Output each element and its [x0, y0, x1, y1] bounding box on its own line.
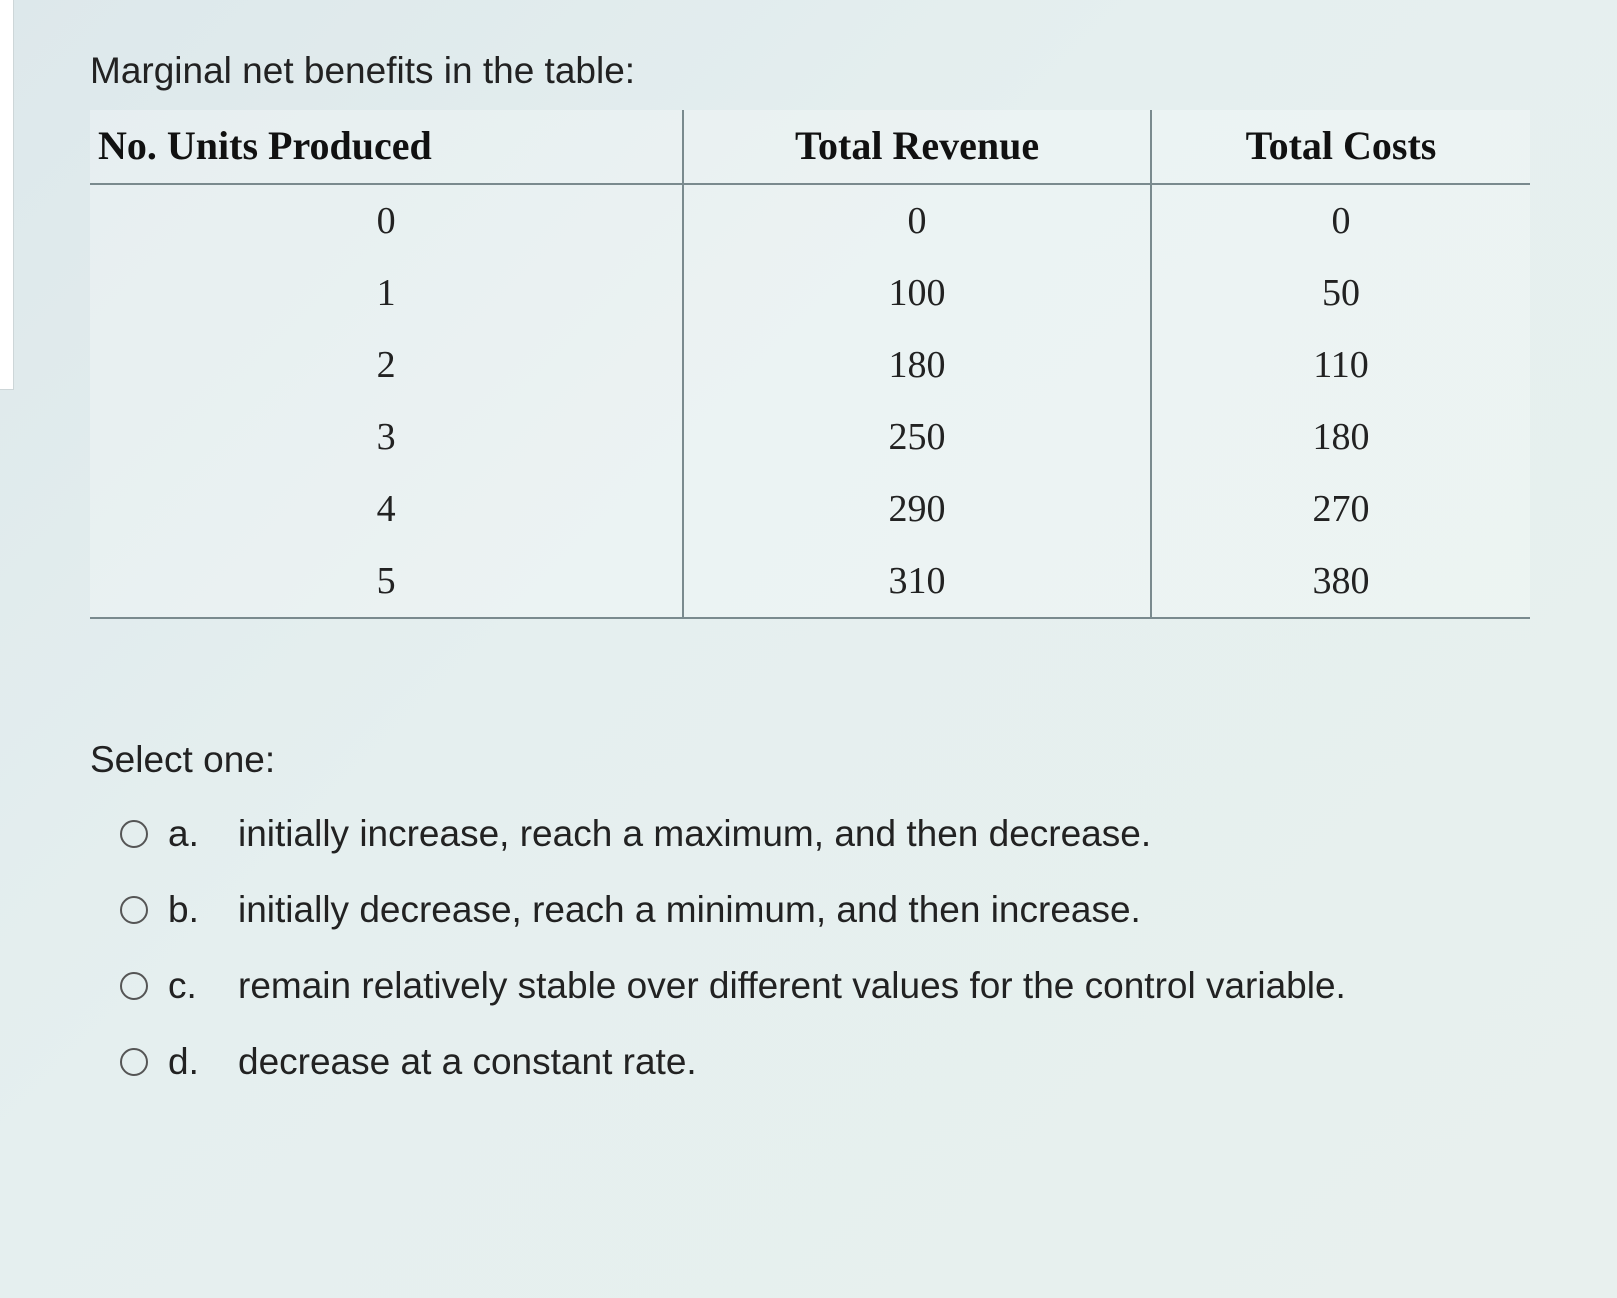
cell-revenue: 180 — [683, 329, 1151, 401]
radio-a[interactable] — [120, 820, 148, 848]
cell-units: 5 — [90, 545, 683, 618]
option-letter: d. — [168, 1041, 218, 1083]
data-table: No. Units Produced Total Revenue Total C… — [90, 110, 1530, 619]
option-d[interactable]: d. decrease at a constant rate. — [120, 1041, 1557, 1083]
col-header-costs: Total Costs — [1151, 110, 1530, 184]
cell-units: 1 — [90, 257, 683, 329]
cell-units: 3 — [90, 401, 683, 473]
option-a[interactable]: a. initially increase, reach a maximum, … — [120, 813, 1557, 855]
option-letter: b. — [168, 889, 218, 931]
cell-costs: 110 — [1151, 329, 1530, 401]
option-text: remain relatively stable over different … — [238, 965, 1346, 1007]
radio-d[interactable] — [120, 1048, 148, 1076]
table-row: 5 310 380 — [90, 545, 1530, 618]
option-b[interactable]: b. initially decrease, reach a minimum, … — [120, 889, 1557, 931]
option-c[interactable]: c. remain relatively stable over differe… — [120, 965, 1557, 1007]
table-row: 2 180 110 — [90, 329, 1530, 401]
cell-units: 2 — [90, 329, 683, 401]
col-header-revenue: Total Revenue — [683, 110, 1151, 184]
table-row: 0 0 0 — [90, 184, 1530, 257]
options-list: a. initially increase, reach a maximum, … — [90, 813, 1557, 1083]
col-header-units: No. Units Produced — [90, 110, 683, 184]
option-letter: a. — [168, 813, 218, 855]
question-prompt: Marginal net benefits in the table: — [90, 50, 1557, 92]
cell-units: 4 — [90, 473, 683, 545]
cell-revenue: 290 — [683, 473, 1151, 545]
cell-revenue: 310 — [683, 545, 1151, 618]
table-row: 3 250 180 — [90, 401, 1530, 473]
cell-revenue: 250 — [683, 401, 1151, 473]
cell-units: 0 — [90, 184, 683, 257]
cell-costs: 50 — [1151, 257, 1530, 329]
cell-costs: 180 — [1151, 401, 1530, 473]
option-letter: c. — [168, 965, 218, 1007]
quiz-page: Marginal net benefits in the table: No. … — [0, 0, 1617, 1298]
table-row: 4 290 270 — [90, 473, 1530, 545]
cell-costs: 0 — [1151, 184, 1530, 257]
option-text: initially decrease, reach a minimum, and… — [238, 889, 1141, 931]
left-panel-edge — [0, 0, 14, 390]
table-header-row: No. Units Produced Total Revenue Total C… — [90, 110, 1530, 184]
radio-b[interactable] — [120, 896, 148, 924]
radio-c[interactable] — [120, 972, 148, 1000]
option-text: decrease at a constant rate. — [238, 1041, 697, 1083]
select-one-label: Select one: — [90, 739, 1557, 781]
cell-costs: 270 — [1151, 473, 1530, 545]
cell-revenue: 100 — [683, 257, 1151, 329]
cell-revenue: 0 — [683, 184, 1151, 257]
option-text: initially increase, reach a maximum, and… — [238, 813, 1151, 855]
cell-costs: 380 — [1151, 545, 1530, 618]
table-row: 1 100 50 — [90, 257, 1530, 329]
